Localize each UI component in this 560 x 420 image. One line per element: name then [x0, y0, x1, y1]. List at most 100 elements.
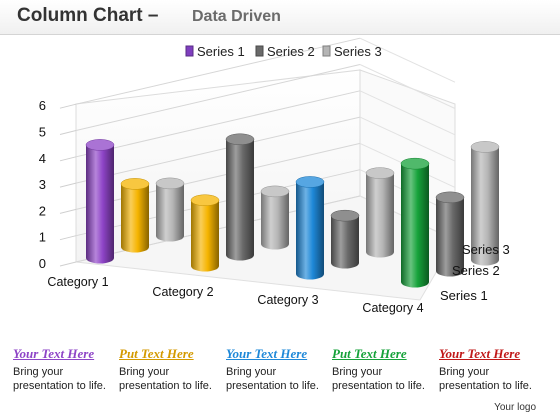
callout-title: Put Text Here: [119, 346, 194, 361]
bar-body: [121, 183, 149, 253]
bar-series-2-cat-4: [435, 191, 465, 277]
bar-series-2-cat-3: [330, 209, 360, 269]
bar-top: [295, 176, 325, 188]
gridline: [75, 64, 361, 131]
depth-tick-label: Series 1: [440, 288, 488, 303]
bar-top: [120, 178, 150, 190]
y-tick-label: 2: [39, 203, 46, 218]
y-tick-label: 5: [39, 125, 46, 140]
chart-bars: [85, 133, 500, 288]
bar-body: [331, 215, 359, 269]
callout-line: Bring your: [13, 366, 64, 378]
callout-line: Bring your: [332, 366, 383, 378]
bar-top: [470, 141, 500, 153]
callout-4: Put Text Here Bring your presentation to…: [332, 346, 440, 393]
x-tick-label: Category 2: [152, 285, 213, 299]
callout-body: Bring your presentation to life.: [119, 365, 227, 393]
depth-tick-label: Series 2: [452, 263, 500, 278]
legend-swatch: [322, 45, 331, 57]
bar-body: [366, 173, 394, 258]
gridline: [75, 90, 361, 158]
callout-2: Put Text Here Bring your presentation to…: [119, 346, 227, 393]
bar-series-1-cat-1: [85, 139, 115, 264]
legend-label: Series 3: [334, 44, 382, 59]
bar-body: [86, 144, 115, 264]
y-tick-label: 0: [39, 256, 46, 271]
callout-body: Bring your presentation to life.: [226, 365, 334, 393]
bar-top: [365, 167, 395, 179]
bar-series-3-cat-1: [155, 177, 185, 242]
callout-5: Your Text Here Bring your presentation t…: [439, 346, 547, 393]
callout-line: Bring your: [119, 366, 170, 378]
depth-tick-label: Series 3: [462, 242, 510, 257]
chart-legend: Series 1 Series 2 Series 3: [185, 44, 382, 59]
bar-series-3-cat-3: [365, 167, 395, 258]
gridline-stub: [59, 130, 77, 135]
gridline-stub: [59, 235, 77, 241]
callout-line: presentation to life.: [439, 380, 532, 392]
y-axis: 0 1 2 3 4 5 6: [39, 98, 46, 271]
bar-top: [155, 177, 185, 190]
bar-series-1-cat-3: [295, 176, 325, 280]
x-tick-label: Category 1: [47, 275, 108, 289]
callout-line: presentation to life.: [226, 380, 319, 392]
gridline-side: [359, 116, 456, 162]
gridline-side: [359, 64, 456, 109]
gridline-stub: [59, 261, 77, 267]
bar-top: [225, 133, 255, 146]
y-tick-label: 3: [39, 177, 46, 192]
gridline-stub: [59, 156, 77, 162]
callout-line: Bring your: [226, 366, 277, 378]
callout-title: Put Text Here: [332, 346, 407, 361]
gridline-stub: [59, 103, 77, 109]
bar-body: [436, 197, 464, 277]
bar-series-2-cat-2: [225, 133, 255, 261]
callout-line: Bring your: [439, 366, 490, 378]
chart-title: Column Chart –: [17, 5, 159, 26]
depth-axis: Series 3 Series 2 Series 1: [440, 242, 510, 303]
callout-line: presentation to life.: [119, 380, 212, 392]
x-axis: Category 1 Category 2 Category 3 Category 4: [47, 275, 423, 315]
legend-swatch: [255, 45, 264, 57]
gridline: [75, 37, 361, 105]
callout-3: Your Text Here Bring your presentation t…: [226, 346, 334, 393]
x-tick-label: Category 4: [362, 301, 423, 315]
bar-body: [401, 163, 429, 288]
bar-top: [400, 157, 430, 170]
legend-label: Series 2: [267, 44, 315, 59]
gridline: [75, 116, 361, 184]
gridline-stub: [59, 208, 77, 214]
gridline-side: [359, 37, 456, 83]
callout-title: Your Text Here: [439, 346, 521, 361]
bar-body: [226, 139, 254, 261]
x-tick-label: Category 3: [257, 293, 318, 307]
gridline-side: [359, 90, 456, 136]
bar-top: [260, 185, 290, 198]
y-tick-label: 4: [39, 151, 46, 166]
callout-title: Your Text Here: [226, 346, 308, 361]
callout-title: Your Text Here: [13, 346, 95, 361]
gridline-stub: [59, 182, 77, 188]
bar-series-2-cat-1: [120, 178, 150, 253]
footer-logo: Your logo: [494, 402, 536, 413]
bar-series-3-cat-4: [470, 141, 500, 266]
bar-top: [330, 209, 360, 222]
bar-body: [471, 146, 499, 266]
bar-top: [190, 194, 220, 206]
bar-series-3-cat-2: [260, 185, 290, 250]
legend-label: Series 1: [197, 44, 245, 59]
callout-body: Bring your presentation to life.: [439, 365, 547, 393]
y-tick-label: 1: [39, 230, 46, 245]
y-tick-label: 6: [39, 98, 46, 113]
bar-top: [85, 139, 115, 151]
callout-1: Your Text Here Bring your presentation t…: [13, 346, 121, 393]
bar-body: [296, 181, 324, 280]
bar-series-1-cat-4: [400, 157, 430, 288]
bar-body: [191, 200, 219, 272]
callout-body: Bring your presentation to life.: [332, 365, 440, 393]
bar-series-1-cat-2: [190, 194, 220, 272]
legend-swatch: [185, 45, 194, 57]
callout-line: presentation to life.: [13, 380, 106, 392]
chart-subtitle: Data Driven: [192, 8, 281, 25]
